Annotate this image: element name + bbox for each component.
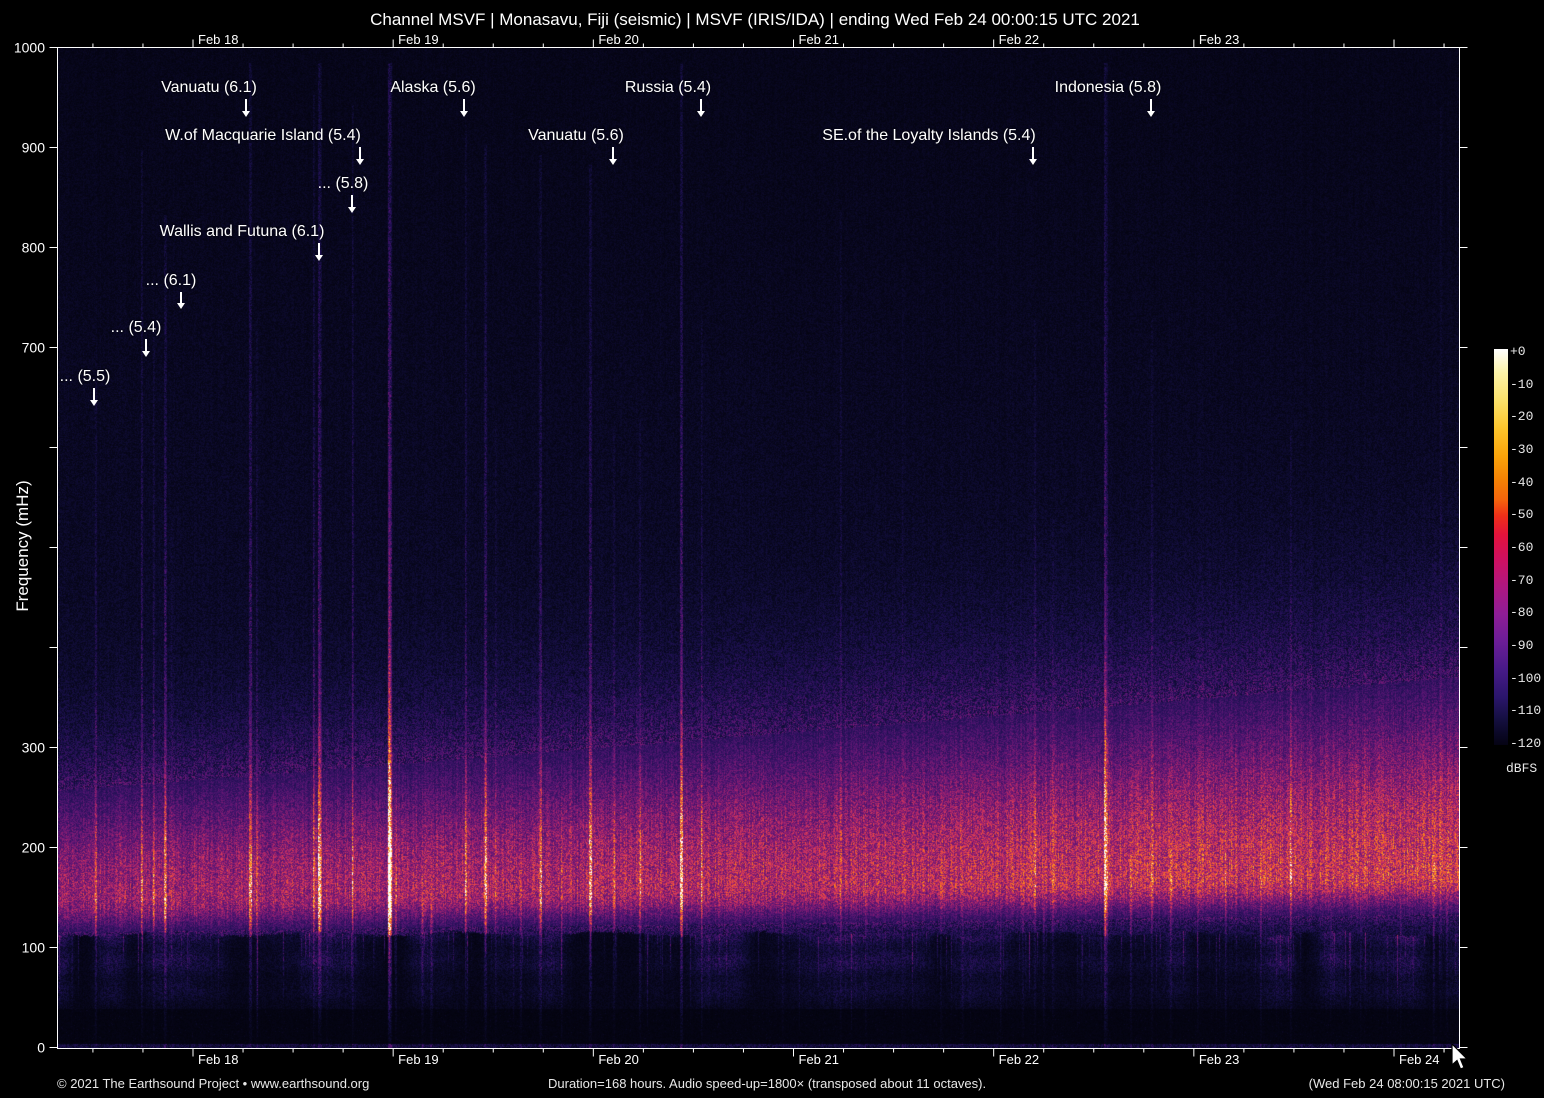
colorbar-tick-label: -80 bbox=[1510, 605, 1534, 621]
earthquake-annotation: Alaska (5.6) bbox=[390, 79, 476, 96]
y-axis-label: Frequency (mHz) bbox=[13, 480, 32, 612]
earthquake-annotation: ... (5.4) bbox=[110, 319, 162, 336]
colorbar-tick-label: +0 bbox=[1510, 344, 1526, 359]
render-timestamp-text: (Wed Feb 24 08:00:15 2021 UTC) bbox=[1308, 1076, 1505, 1091]
tick-label: Feb 23 bbox=[1199, 1052, 1239, 1067]
earthquake-annotation: Wallis and Futuna (6.1) bbox=[159, 223, 325, 240]
tick-label: Feb 19 bbox=[398, 1052, 438, 1067]
earthquake-annotation: ... (5.8) bbox=[317, 175, 369, 192]
colorbar-tick-label: -70 bbox=[1510, 572, 1534, 588]
mouse-cursor bbox=[1451, 1044, 1469, 1070]
earthquake-annotation: ... (6.1) bbox=[145, 272, 197, 289]
tick-label: 1000 bbox=[14, 40, 45, 56]
colorbar-tick-label: -60 bbox=[1510, 540, 1534, 556]
earthquake-annotation: SE.of the Loyalty Islands (5.4) bbox=[822, 127, 1036, 144]
duration-text: Duration=168 hours. Audio speed-up=1800×… bbox=[548, 1076, 987, 1091]
earthquake-annotation: Vanuatu (5.6) bbox=[528, 127, 624, 144]
tick-label: 200 bbox=[22, 840, 46, 856]
colorbar-tick-label: -110 bbox=[1510, 703, 1542, 719]
earthquake-annotation: ... (5.5) bbox=[59, 368, 111, 385]
tick-label: 100 bbox=[22, 940, 46, 956]
tick-label: Feb 19 bbox=[398, 32, 438, 47]
tick-label: Feb 18 bbox=[198, 1052, 238, 1067]
colorbar-tick-label: -40 bbox=[1510, 474, 1534, 490]
tick-label: 700 bbox=[22, 340, 46, 356]
colorbar-tick-label: -120 bbox=[1510, 736, 1542, 752]
tick-label: Feb 21 bbox=[799, 1052, 839, 1067]
earthquake-annotation: Russia (5.4) bbox=[624, 79, 712, 96]
tick-label: Feb 20 bbox=[598, 32, 638, 47]
colorbar-unit-label: dBFS bbox=[1506, 761, 1538, 776]
copyright-text: © 2021 The Earthsound Project • www.eart… bbox=[57, 1076, 370, 1091]
earthquake-annotation: Vanuatu (6.1) bbox=[161, 79, 257, 96]
colorbar-tick-label: -20 bbox=[1510, 409, 1534, 425]
tick-label: Feb 18 bbox=[198, 32, 238, 47]
earthquake-annotation: Indonesia (5.8) bbox=[1054, 79, 1162, 96]
tick-label: 300 bbox=[22, 740, 46, 756]
tick-label: Feb 20 bbox=[598, 1052, 638, 1067]
colorbar-gradient bbox=[1494, 349, 1508, 745]
tick-label: Feb 24 bbox=[1399, 1052, 1439, 1067]
colorbar-tick-label: -50 bbox=[1510, 507, 1534, 523]
colorbar-tick-label: -10 bbox=[1510, 376, 1534, 392]
tick-label: 0 bbox=[37, 1040, 45, 1056]
spectrogram-canvas bbox=[57, 47, 1459, 1048]
tick-label: Feb 21 bbox=[799, 32, 839, 47]
colorbar-tick-label: -90 bbox=[1510, 638, 1534, 654]
page-title: Channel MSVF | Monasavu, Fiji (seismic) … bbox=[370, 10, 1140, 29]
tick-label: Feb 23 bbox=[1199, 32, 1239, 47]
tick-label: Feb 22 bbox=[999, 1052, 1039, 1067]
colorbar-tick-label: -100 bbox=[1510, 670, 1542, 686]
tick-label: Feb 22 bbox=[999, 32, 1039, 47]
earthquake-annotation: W.of Macquarie Island (5.4) bbox=[165, 127, 361, 144]
colorbar-tick-label: -30 bbox=[1510, 442, 1534, 457]
